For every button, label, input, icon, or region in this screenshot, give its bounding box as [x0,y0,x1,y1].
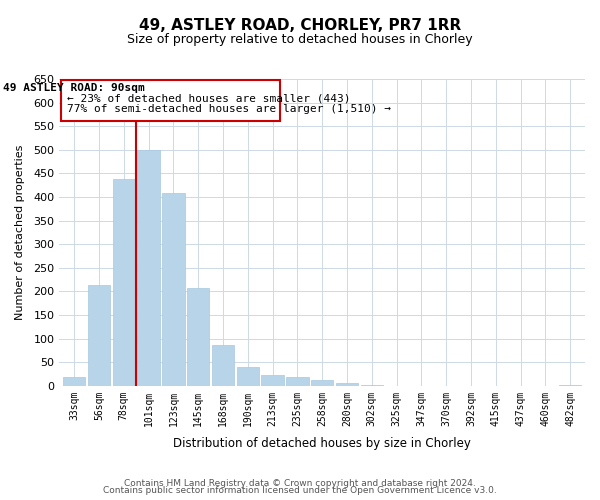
Bar [212,344,234,386]
Bar [559,385,581,386]
Bar [262,376,284,386]
Bar [361,385,383,386]
Bar [88,285,110,386]
Bar [236,367,259,386]
Text: Contains public sector information licensed under the Open Government Licence v3: Contains public sector information licen… [103,486,497,495]
X-axis label: Distribution of detached houses by size in Chorley: Distribution of detached houses by size … [173,437,471,450]
Text: 77% of semi-detached houses are larger (1,510) →: 77% of semi-detached houses are larger (… [67,104,391,114]
Bar [162,193,185,386]
Text: 49 ASTLEY ROAD: 90sqm: 49 ASTLEY ROAD: 90sqm [4,83,145,93]
Text: ← 23% of detached houses are smaller (443): ← 23% of detached houses are smaller (44… [67,94,350,104]
Bar [63,378,85,386]
Text: 49, ASTLEY ROAD, CHORLEY, PR7 1RR: 49, ASTLEY ROAD, CHORLEY, PR7 1RR [139,18,461,32]
Y-axis label: Number of detached properties: Number of detached properties [15,144,25,320]
Bar [311,380,334,386]
FancyBboxPatch shape [61,80,280,122]
Text: Contains HM Land Registry data © Crown copyright and database right 2024.: Contains HM Land Registry data © Crown c… [124,478,476,488]
Bar [286,378,308,386]
Text: Size of property relative to detached houses in Chorley: Size of property relative to detached ho… [127,32,473,46]
Bar [187,288,209,386]
Bar [113,179,135,386]
Bar [336,384,358,386]
Bar [137,150,160,386]
